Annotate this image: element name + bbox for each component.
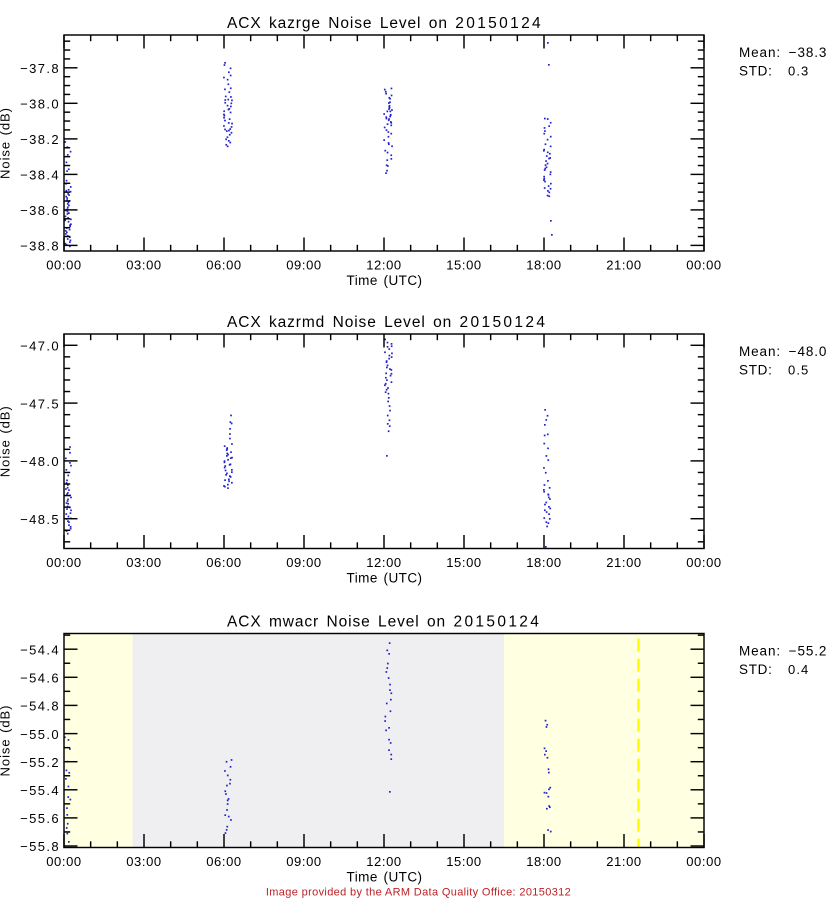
- svg-text:−55.8: −55.8: [20, 839, 60, 854]
- svg-text:12:00: 12:00: [366, 854, 402, 869]
- svg-text:−38.0: −38.0: [20, 97, 60, 112]
- svg-text:00:00: 00:00: [686, 555, 722, 570]
- svg-text:06:00: 06:00: [206, 258, 242, 273]
- svg-text:18:00: 18:00: [526, 854, 562, 869]
- svg-text:0.3: 0.3: [788, 64, 809, 79]
- svg-text:00:00: 00:00: [46, 258, 82, 273]
- svg-text:03:00: 03:00: [126, 854, 162, 869]
- svg-text:03:00: 03:00: [126, 258, 162, 273]
- svg-text:21:00: 21:00: [606, 555, 642, 570]
- svg-text:15:00: 15:00: [446, 258, 482, 273]
- svg-text:−38.8: −38.8: [20, 239, 60, 254]
- svg-text:21:00: 21:00: [606, 258, 642, 273]
- svg-text:09:00: 09:00: [286, 555, 322, 570]
- svg-text:12:00: 12:00: [366, 258, 402, 273]
- svg-text:−55.0: −55.0: [20, 727, 60, 742]
- svg-text:Noise (dB): Noise (dB): [0, 405, 13, 477]
- svg-text:Image provided by the ARM Data: Image provided by the ARM Data Quality O…: [266, 887, 571, 899]
- svg-text:Noise (dB): Noise (dB): [0, 705, 13, 777]
- svg-text:STD:: STD:: [739, 662, 773, 677]
- svg-text:03:00: 03:00: [126, 555, 162, 570]
- svg-text:−55.6: −55.6: [20, 811, 60, 826]
- svg-text:Noise (dB): Noise (dB): [0, 107, 13, 179]
- svg-text:Mean: −48.0: Mean: −48.0: [739, 344, 827, 359]
- svg-text:12:00: 12:00: [366, 555, 402, 570]
- svg-text:06:00: 06:00: [206, 854, 242, 869]
- svg-text:18:00: 18:00: [526, 258, 562, 273]
- svg-text:00:00: 00:00: [46, 555, 82, 570]
- svg-text:00:00: 00:00: [46, 854, 82, 869]
- svg-text:−48.5: −48.5: [20, 512, 60, 527]
- svg-text:−38.2: −38.2: [20, 132, 60, 147]
- svg-text:−47.0: −47.0: [20, 339, 60, 354]
- svg-text:06:00: 06:00: [206, 555, 242, 570]
- svg-text:15:00: 15:00: [446, 854, 482, 869]
- svg-text:−38.6: −38.6: [20, 203, 60, 218]
- svg-text:−54.4: −54.4: [20, 642, 60, 657]
- svg-text:00:00: 00:00: [686, 854, 722, 869]
- svg-text:09:00: 09:00: [286, 854, 322, 869]
- svg-text:−54.6: −54.6: [20, 671, 60, 686]
- svg-text:Time (UTC): Time (UTC): [347, 273, 423, 288]
- svg-text:21:00: 21:00: [606, 854, 642, 869]
- svg-text:ACX kazrmd Noise Level on 2015: ACX kazrmd Noise Level on 20150124: [227, 314, 547, 331]
- svg-text:Time (UTC): Time (UTC): [347, 870, 423, 885]
- svg-text:18:00: 18:00: [526, 555, 562, 570]
- svg-text:Time (UTC): Time (UTC): [347, 571, 423, 586]
- svg-text:15:00: 15:00: [446, 555, 482, 570]
- svg-text:ACX kazrge Noise Level on 2015: ACX kazrge Noise Level on 20150124: [227, 15, 543, 32]
- svg-text:−37.8: −37.8: [20, 61, 60, 76]
- svg-text:−47.5: −47.5: [20, 396, 60, 411]
- svg-text:0.4: 0.4: [788, 662, 809, 677]
- svg-text:STD:: STD:: [739, 363, 773, 378]
- svg-text:00:00: 00:00: [686, 258, 722, 273]
- svg-text:0.5: 0.5: [788, 363, 809, 378]
- svg-text:09:00: 09:00: [286, 258, 322, 273]
- svg-text:−54.8: −54.8: [20, 699, 60, 714]
- svg-text:−55.2: −55.2: [20, 755, 60, 770]
- svg-text:−48.0: −48.0: [20, 454, 60, 469]
- svg-text:Mean: −38.3: Mean: −38.3: [739, 45, 827, 60]
- svg-text:−55.4: −55.4: [20, 783, 60, 798]
- svg-text:ACX mwacr Noise Level on 20150: ACX mwacr Noise Level on 20150124: [227, 614, 541, 631]
- svg-text:STD:: STD:: [739, 64, 773, 79]
- svg-text:Mean: −55.2: Mean: −55.2: [739, 644, 827, 659]
- svg-text:−38.4: −38.4: [20, 168, 60, 183]
